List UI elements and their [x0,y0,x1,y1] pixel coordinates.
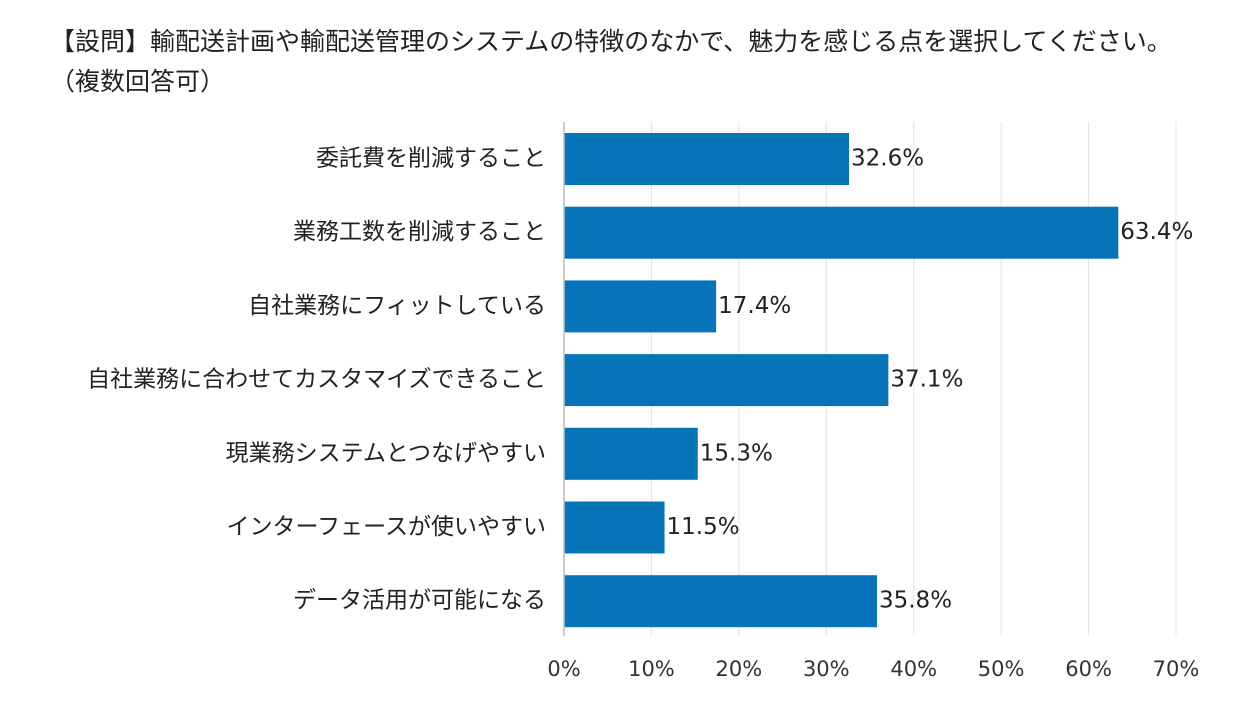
category-label: 委託費を削減すること [316,146,546,172]
bars [564,133,1119,628]
value-label: 37.1% [890,367,963,393]
value-label: 17.4% [718,293,791,319]
value-label: 35.8% [879,588,952,614]
x-tick-label: 50% [978,657,1025,681]
category-label: 自社業務に合わせてカスタマイズできること [87,367,546,393]
value-label: 63.4% [1120,219,1193,245]
x-tick-label: 10% [628,657,675,681]
value-label: 32.6% [851,146,924,172]
x-tick-label: 30% [803,657,850,681]
bar [564,501,665,554]
value-label: 15.3% [700,440,773,466]
x-tick-label: 20% [716,657,763,681]
bar [564,427,698,480]
x-tick-label: 40% [890,657,937,681]
bar [564,354,889,407]
x-axis-tick-labels: 0% 10% 20% 30% 40% 50% 60% 70% [547,657,1199,681]
x-tick-label: 60% [1065,657,1112,681]
category-label: 現業務システムとつなげやすい [226,440,546,466]
category-label: 自社業務にフィットしている [248,293,546,319]
category-label: 業務工数を削減すること [293,219,546,245]
bar [564,133,850,185]
category-labels: 委託費を削減すること業務工数を削減すること自社業務にフィットしている自社業務に合… [87,146,546,614]
bar [564,575,877,628]
x-tick-label: 0% [547,657,580,681]
bar [564,280,717,333]
x-tick-label: 70% [1153,657,1200,681]
chart-title: 【設問】輸配送計画や輸配送管理のシステムの特徴のなかで、魅力を感じる点を選択して… [50,27,1172,96]
value-label: 11.5% [667,514,740,540]
category-label: インターフェースが使いやすい [227,514,546,540]
value-labels: 32.6% 63.4% 17.4% 37.1% 15.3% 11.5% 35.8% [667,146,1194,614]
bar [564,206,1119,259]
category-label: データ活用が可能になる [293,588,546,614]
